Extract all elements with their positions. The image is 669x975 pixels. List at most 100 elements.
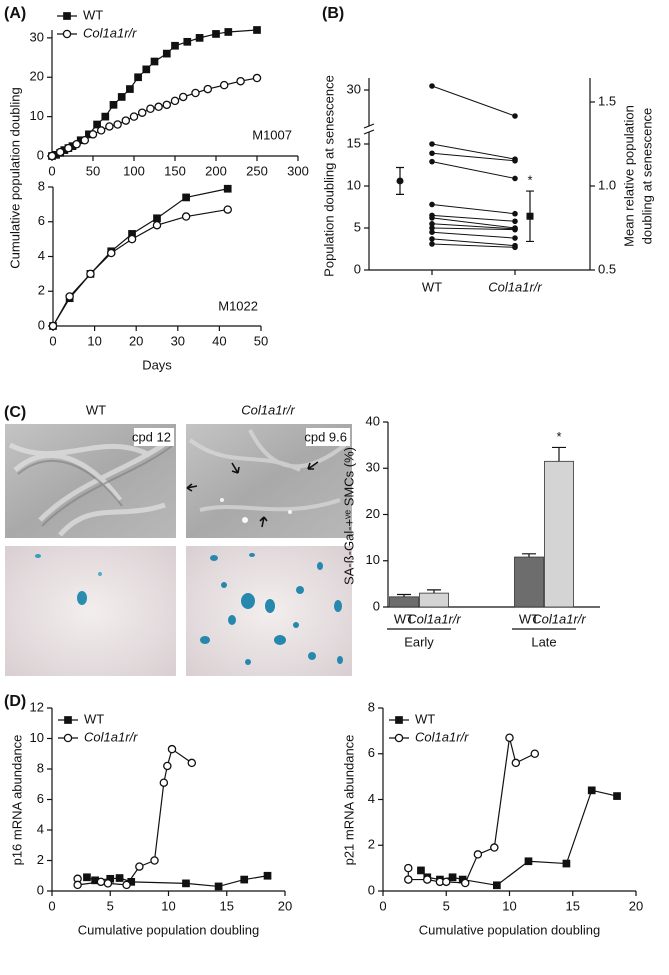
y-tick-label: 2	[368, 837, 375, 852]
marker	[181, 212, 191, 221]
marker	[473, 850, 483, 859]
marker	[448, 873, 457, 882]
marker	[152, 220, 162, 230]
pair-line	[431, 231, 516, 239]
micrograph	[5, 546, 176, 676]
point	[429, 225, 435, 231]
y-tick-label: 0	[37, 147, 44, 162]
marker	[73, 880, 82, 890]
micrograph-column: WT	[86, 402, 106, 417]
x-tick-label: 300	[287, 163, 309, 178]
marker	[88, 130, 98, 139]
marker	[55, 147, 65, 157]
series-line	[52, 208, 228, 327]
y-tick-label: 10	[30, 730, 44, 745]
significance: *	[556, 429, 561, 444]
bar	[419, 592, 449, 608]
marker	[135, 862, 144, 871]
series-line	[52, 188, 228, 327]
significance: *	[527, 172, 532, 187]
x-tick-label: 15	[220, 898, 234, 913]
y-tick-label: 6	[37, 791, 44, 806]
x-tick-label: 15	[566, 898, 580, 913]
x-tick-label: 50	[254, 333, 268, 348]
legend-label: Col1a1r/r	[84, 729, 138, 744]
y-tick-label: 8	[38, 178, 45, 193]
y-tick-label: 30	[366, 460, 380, 475]
marker	[240, 875, 249, 884]
marker	[183, 37, 192, 46]
marker	[86, 269, 95, 279]
marker	[223, 184, 232, 193]
marker	[146, 104, 155, 114]
x-tick-label: 200	[205, 163, 227, 178]
y-tick-label: 30	[347, 81, 361, 96]
x-tick-label: 50	[86, 163, 100, 178]
x-tick-label: WT	[519, 611, 539, 626]
marker	[162, 100, 172, 110]
panel-label: (C)	[4, 404, 26, 421]
marker	[562, 859, 571, 868]
marker	[423, 875, 432, 884]
y-tick-label: 10	[30, 108, 44, 123]
y-axis-label: p21 mRNA abundance	[341, 735, 356, 866]
marker	[223, 205, 232, 214]
marker	[142, 65, 151, 74]
marker	[263, 871, 272, 880]
marker	[236, 76, 245, 86]
marker	[490, 843, 499, 852]
y-tick-label: 10	[366, 552, 380, 567]
marker	[96, 126, 106, 135]
marker	[126, 85, 134, 93]
marker	[101, 112, 110, 121]
y-tick-label: 4	[37, 821, 44, 836]
bar	[389, 596, 419, 608]
y-tick-label: 0	[37, 882, 44, 897]
marker	[613, 792, 621, 800]
y-tick-label: 5	[354, 219, 361, 234]
axis-break	[363, 123, 375, 135]
cpd-label: cpd 9.6	[304, 429, 347, 444]
point	[512, 175, 518, 182]
x-tick-label: 5	[443, 898, 450, 913]
marker	[115, 874, 124, 882]
pair-line	[431, 238, 516, 247]
panel-label: (B)	[322, 5, 344, 22]
y-axis-label: p16 mRNA abundance	[9, 735, 24, 866]
marker	[224, 28, 233, 36]
marker	[195, 34, 204, 42]
x-tick-label: Col1a1r/r	[407, 611, 461, 626]
marker	[103, 879, 113, 888]
marker	[163, 761, 172, 771]
point	[429, 158, 435, 165]
marker	[117, 93, 126, 101]
x-axis-label: Cumulative population doubling	[78, 922, 259, 937]
pair-line	[431, 85, 516, 117]
y-axis-label: SA-ß-Gal-+ᵛᵉ SMCs (%)	[341, 447, 356, 585]
marker	[460, 878, 470, 888]
y-tick-label: 0	[373, 598, 380, 613]
pair-line	[431, 143, 516, 160]
marker	[153, 214, 161, 223]
y-tick-label: 30	[30, 29, 44, 44]
legend-label: WT	[83, 7, 103, 22]
point	[512, 244, 518, 251]
y-tick-label: 10	[347, 177, 361, 192]
point	[512, 158, 518, 164]
y2-tick-label: 1.0	[598, 177, 616, 192]
point	[429, 141, 435, 147]
marker	[162, 49, 171, 58]
pair-line	[431, 152, 516, 162]
x-tick-label: Col1a1r/r	[532, 611, 586, 626]
marker	[127, 234, 137, 244]
error-bar	[522, 553, 536, 558]
point	[512, 218, 518, 225]
y2-axis-label: Mean relative population	[621, 105, 636, 247]
marker	[524, 857, 533, 866]
point	[429, 241, 435, 247]
marker	[178, 92, 188, 102]
marker	[159, 778, 169, 787]
marker	[65, 292, 74, 301]
point	[512, 113, 518, 119]
